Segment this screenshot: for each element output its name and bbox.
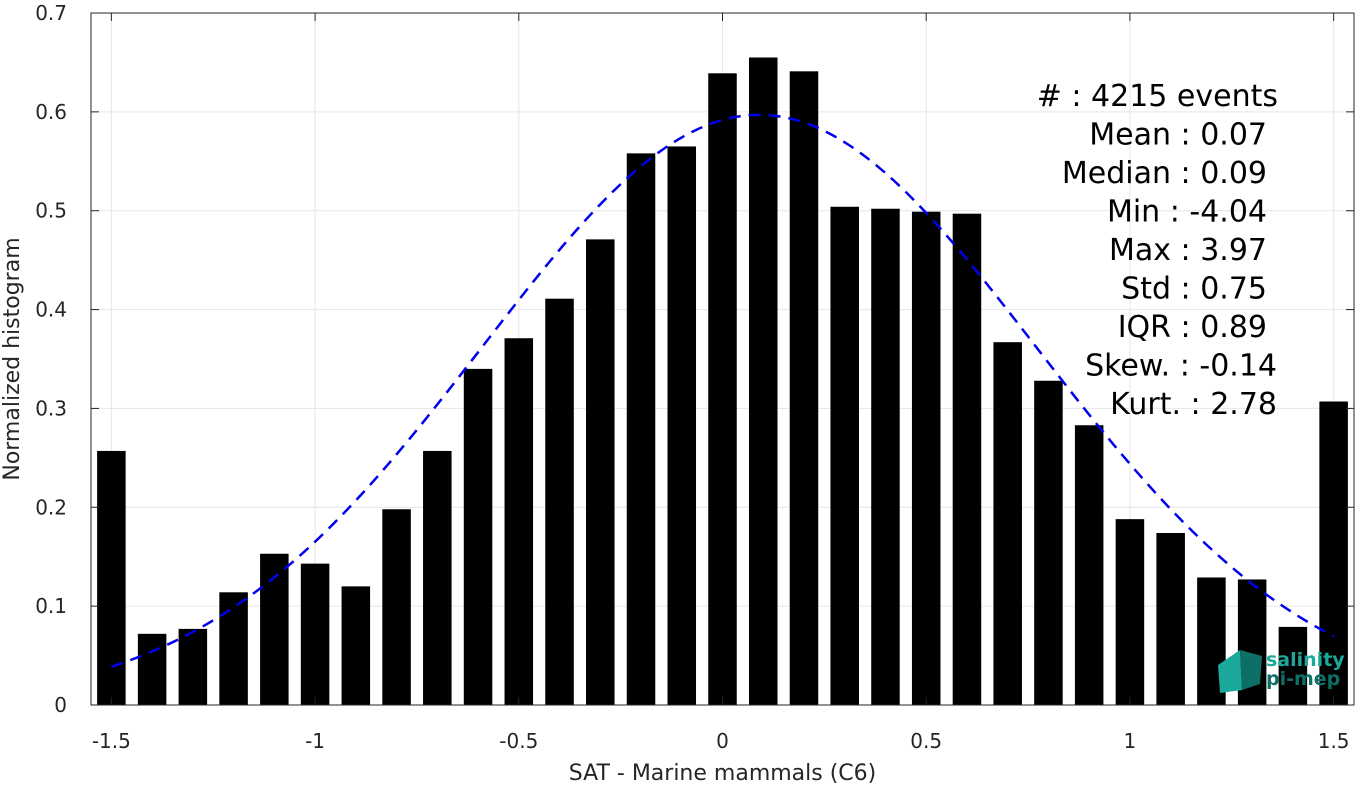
histogram-bar (300, 563, 330, 705)
stat-line: IQR : 0.89 (1118, 310, 1267, 345)
histogram-bar (952, 213, 982, 705)
salinity-pi-mep-logo: salinity pi-mep (1218, 649, 1345, 693)
histogram-bar (586, 239, 615, 705)
x-tick-label: 1.5 (1318, 729, 1350, 753)
stat-line: Mean : 0.07 (1089, 118, 1267, 153)
stat-line: Std : 0.75 (1121, 272, 1267, 307)
logo-line2: pi-mep (1266, 668, 1340, 690)
stat-label: IQR (1118, 310, 1181, 345)
x-tick-label: 0.5 (910, 729, 942, 753)
stat-value: : 4215 events (1071, 79, 1278, 114)
stat-value: : 0.09 (1181, 156, 1267, 191)
logo-line1: salinity (1266, 649, 1345, 671)
y-tick-label: 0.7 (35, 1, 67, 25)
histogram-bar (463, 368, 493, 705)
histogram-bar (1034, 380, 1063, 705)
histogram-bar (341, 586, 371, 705)
histogram-bar (260, 553, 289, 705)
stat-line: # : 4215 events (1037, 79, 1278, 114)
histogram-bar (667, 146, 697, 705)
stat-value: : -4.04 (1170, 195, 1267, 230)
x-axis-ticks: -1.5 -1 -0.5 0 0.5 1 1.5 (92, 13, 1350, 753)
stat-value: : 3.97 (1181, 233, 1267, 268)
stat-label: Std (1121, 272, 1180, 307)
x-tick-label: -1.5 (92, 729, 131, 753)
histogram-bar (178, 628, 208, 705)
histogram-bar (911, 211, 941, 705)
logo-cube-right (1240, 650, 1262, 690)
x-tick-label: -0.5 (499, 729, 538, 753)
y-tick-label: 0 (54, 693, 67, 717)
histogram-bar (1156, 532, 1185, 705)
x-tick-label: 1 (1124, 729, 1137, 753)
stat-label: # (1037, 79, 1072, 114)
histogram-bar (137, 633, 167, 705)
y-tick-label: 0.6 (35, 100, 67, 124)
y-tick-label: 0.3 (35, 396, 67, 420)
histogram-bar (219, 592, 248, 705)
histogram-bar (1074, 425, 1104, 705)
histogram-bar (423, 450, 452, 705)
stat-value: : 0.07 (1181, 118, 1267, 153)
histogram-bar (97, 450, 126, 705)
y-tick-label: 0.5 (35, 199, 67, 223)
histogram-bar (1319, 401, 1348, 705)
stat-label: Kurt. (1110, 387, 1190, 422)
stat-label: Min (1107, 195, 1170, 230)
stat-value: : 0.89 (1181, 310, 1267, 345)
logo-cube-left (1218, 650, 1242, 693)
histogram-bar (748, 57, 778, 705)
histogram-bar (789, 71, 819, 706)
stat-line: Median : 0.09 (1062, 156, 1267, 191)
stat-line: Max : 3.97 (1109, 233, 1267, 268)
x-tick-label: 0 (716, 729, 729, 753)
y-axis-label: Normalized histogram (0, 237, 25, 480)
x-tick-label: -1 (305, 729, 325, 753)
stat-label: Median (1062, 156, 1181, 191)
stat-label: Skew. (1085, 349, 1180, 384)
histogram-bar (708, 73, 737, 705)
histogram-bar (382, 509, 411, 705)
histogram-bar (1115, 519, 1145, 705)
stat-label: Max (1109, 233, 1181, 268)
x-axis-label: SAT - Marine mammals (C6) (569, 761, 877, 785)
stat-line: Min : -4.04 (1107, 195, 1267, 230)
y-tick-label: 0.4 (35, 298, 67, 322)
y-axis-ticks: 0 0.1 0.2 0.3 0.4 0.5 0.6 0.7 (35, 1, 1354, 717)
histogram-bar (871, 208, 900, 706)
fit-curve (110, 113, 1335, 668)
bars-group (97, 57, 1348, 706)
stat-value: : 0.75 (1181, 272, 1267, 307)
histogram-bar (1278, 626, 1308, 705)
stat-line: Kurt. : 2.78 (1110, 387, 1277, 422)
histogram-bar (545, 298, 574, 705)
histogram-bar (504, 338, 534, 705)
y-tick-label: 0.2 (35, 495, 67, 519)
histogram-bar (830, 206, 859, 705)
stat-label: Mean (1089, 118, 1180, 153)
y-tick-label: 0.1 (35, 594, 67, 618)
stat-line: Skew. : -0.14 (1085, 349, 1277, 384)
stat-value: : 2.78 (1191, 387, 1277, 422)
stat-value: : -0.14 (1180, 349, 1277, 384)
histogram-bar (626, 153, 656, 705)
histogram-bar (993, 342, 1022, 705)
